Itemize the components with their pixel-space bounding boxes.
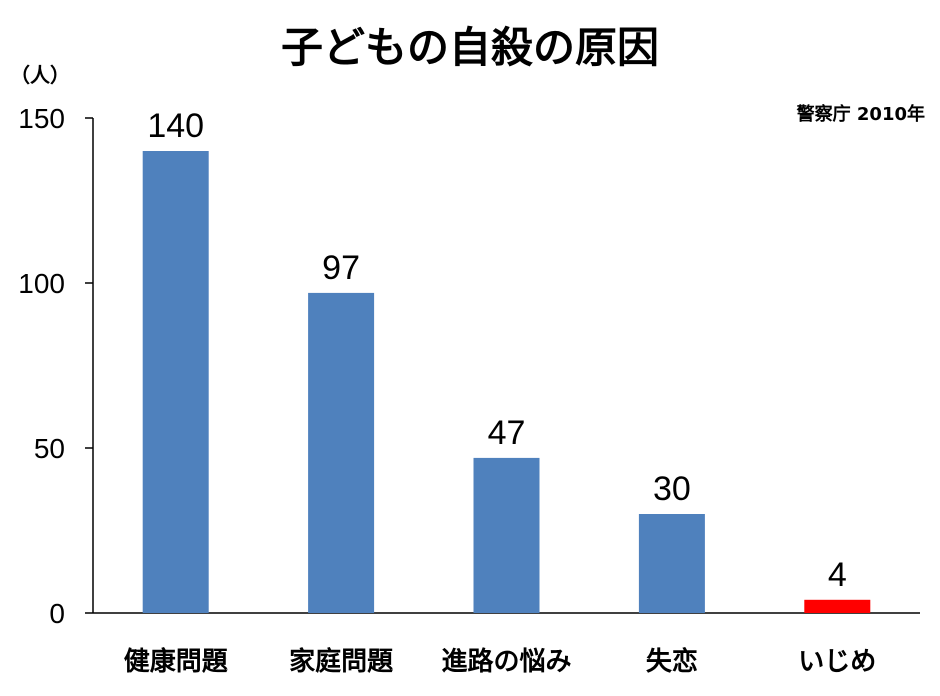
category-label-3: 進路の悩み xyxy=(441,646,571,677)
data-label-1: 140 xyxy=(147,107,204,145)
bar-4 xyxy=(638,514,705,613)
category-labels: 健康問題 家庭問題 進路の悩み 失恋 いじめ xyxy=(124,646,877,677)
bars xyxy=(142,151,871,613)
bar-3 xyxy=(473,457,540,613)
data-label-5: 4 xyxy=(828,556,847,594)
y-tick-label: 0 xyxy=(49,598,65,629)
source-note: 警察庁 2010年 xyxy=(797,103,925,125)
chart-title: 子どもの自殺の原因 xyxy=(281,23,659,72)
bar-1 xyxy=(142,151,209,613)
bar-5 xyxy=(804,599,871,613)
data-label-3: 47 xyxy=(488,414,526,452)
category-label-5: いじめ xyxy=(798,647,876,677)
y-axis-unit-label: （人） xyxy=(10,63,70,87)
y-tick-label: 150 xyxy=(18,103,65,134)
bar-2 xyxy=(308,292,375,613)
y-tick-label: 50 xyxy=(34,433,65,464)
category-label-2: 家庭問題 xyxy=(289,646,394,677)
y-ticks: 0 50 100 150 xyxy=(18,103,93,629)
y-tick-label: 100 xyxy=(18,268,65,299)
data-labels: 140 97 47 30 4 xyxy=(147,107,846,594)
category-label-1: 健康問題 xyxy=(124,646,229,677)
category-label-4: 失恋 xyxy=(646,646,698,677)
data-label-2: 97 xyxy=(322,249,360,287)
data-label-4: 30 xyxy=(653,470,691,508)
